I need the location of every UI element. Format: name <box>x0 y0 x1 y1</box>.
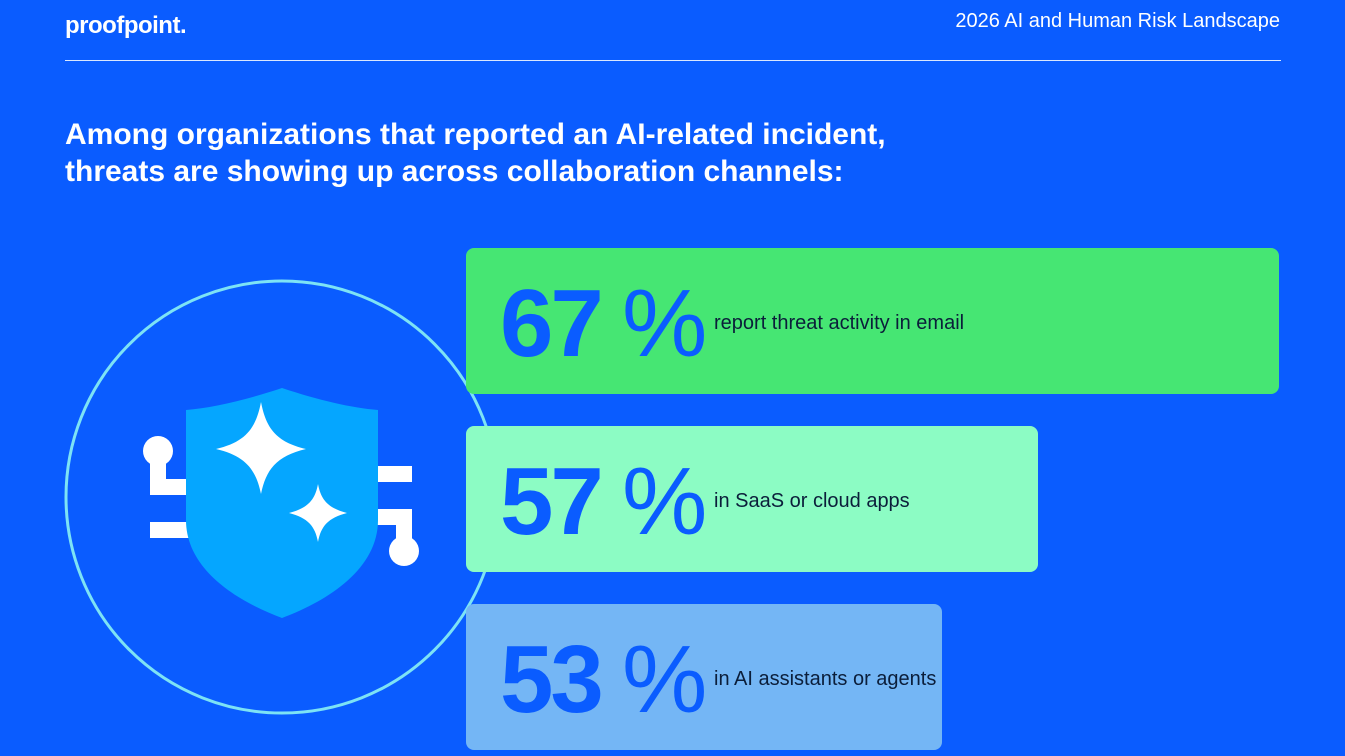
stat-value: 57 <box>500 448 604 555</box>
stat-value: 67 <box>500 270 604 377</box>
stat-percent-sign: % <box>622 270 708 377</box>
stat-label: report threat activity in email <box>714 312 965 334</box>
shield-shape <box>186 388 378 618</box>
ring-circle <box>64 279 500 715</box>
stat-bar: 67% report threat activity in email <box>466 248 1279 394</box>
headline-line-1: Among organizations that reported an AI-… <box>65 118 886 151</box>
header-divider <box>65 60 1281 61</box>
stat-percent-sign: % <box>622 448 708 555</box>
large-sparkle-icon <box>216 402 306 494</box>
stat-value: 53 <box>500 626 604 733</box>
stat-label: in SaaS or cloud apps <box>714 490 910 512</box>
proofpoint-logo: proofpoint. <box>65 12 187 39</box>
small-sparkle-icon <box>289 484 347 542</box>
headline-line-2: threats are showing up across collaborat… <box>65 155 844 188</box>
stat-bar: 57% in SaaS or cloud apps <box>466 426 1038 572</box>
headline: Among organizations that reported an AI-… <box>65 116 965 190</box>
left-circuit-icon <box>143 436 210 538</box>
stat-bar: 53% in AI assistants or agents <box>466 604 942 750</box>
stat-label: in AI assistants or agents <box>714 668 937 690</box>
stat-percent-sign: % <box>622 626 708 733</box>
right-circuit-icon <box>360 466 419 566</box>
report-title: 2026 AI and Human Risk Landscape <box>955 10 1280 32</box>
